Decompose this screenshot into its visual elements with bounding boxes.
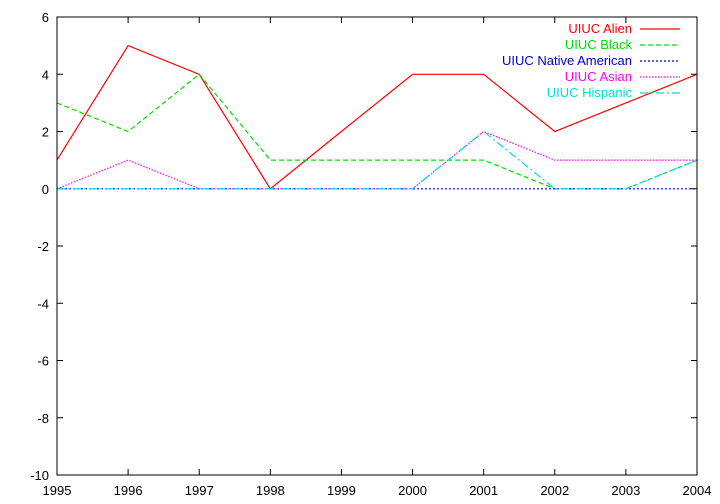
legend-label: UIUC Black (565, 37, 633, 52)
y-tick-label: -4 (37, 296, 49, 311)
y-tick-label: 6 (42, 10, 49, 25)
x-tick-label: 2001 (469, 483, 498, 498)
series-line-0 (56, 44, 698, 190)
y-tick-label: 0 (42, 182, 49, 197)
series-line-4 (57, 130, 698, 190)
x-tick-label: 2000 (398, 483, 427, 498)
x-tick-label: 1999 (327, 483, 356, 498)
legend-label: UIUC Alien (568, 21, 632, 36)
x-tick-label: 1995 (43, 483, 72, 498)
x-tick-label: 1996 (114, 483, 143, 498)
legend-label: UIUC Hispanic (547, 85, 633, 100)
axis-tick-labels: 1995 1996 1997 1998 1999 2000 2001 2002 2003 2004… (30, 10, 711, 498)
x-tick-label: 1998 (256, 483, 285, 498)
x-tick-label: 2002 (540, 483, 569, 498)
plot-frame (56, 16, 698, 476)
legend-label: UIUC Asian (565, 69, 632, 84)
y-tick-label: 4 (42, 67, 49, 82)
x-tick-label: 2003 (611, 483, 640, 498)
y-tick-label: -6 (37, 354, 49, 369)
x-tick-label: 2004 (683, 483, 712, 498)
series-lines (56, 44, 698, 190)
y-tick-label: -2 (37, 239, 49, 254)
x-tick-label: 1997 (185, 483, 214, 498)
y-tick-label: 2 (42, 125, 49, 140)
legend-label: UIUC Native American (502, 53, 632, 68)
y-tick-label: -10 (30, 468, 49, 483)
y-tick-label: -8 (37, 411, 49, 426)
